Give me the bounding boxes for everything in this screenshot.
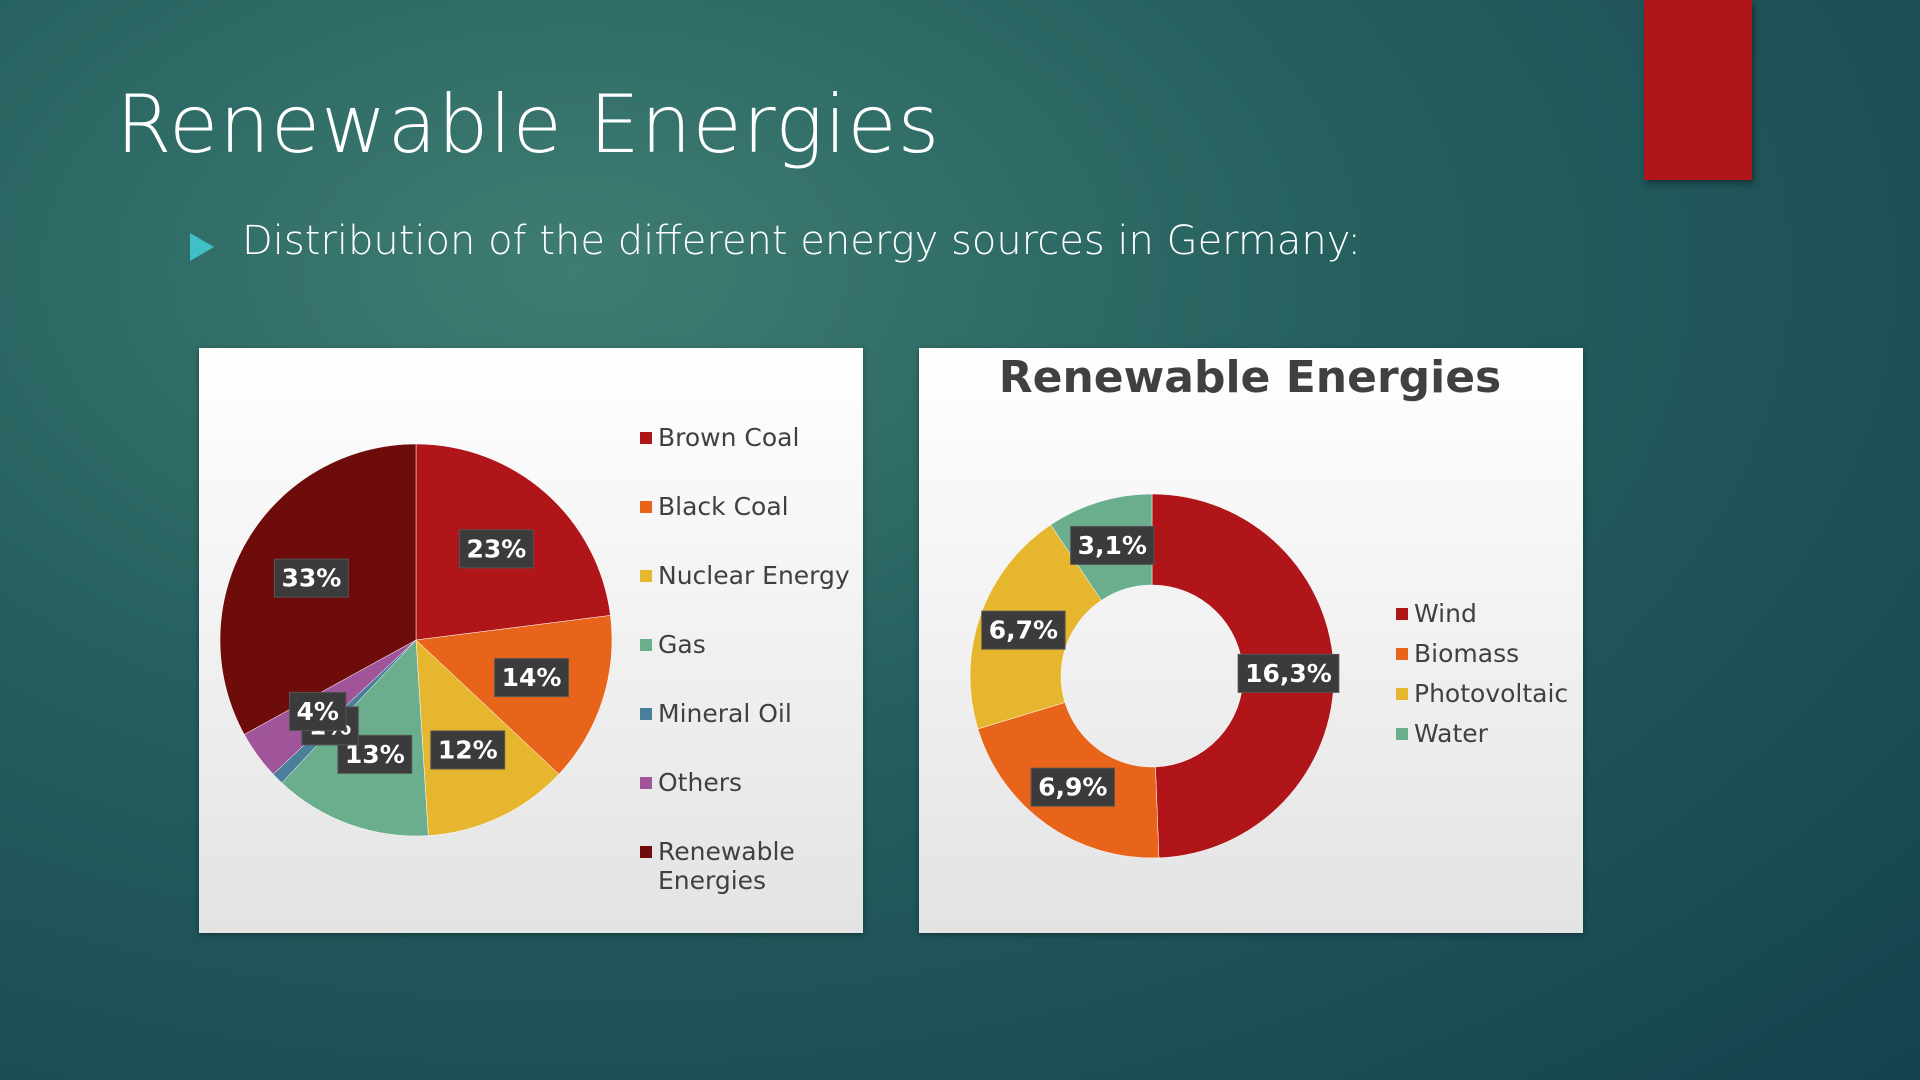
data-label-box — [430, 730, 506, 770]
legend-label: Water — [1414, 719, 1488, 748]
data-label-box — [288, 691, 347, 731]
data-label-group: 13% — [337, 734, 413, 774]
legend-swatch — [640, 501, 652, 513]
legend-item: Others — [640, 768, 850, 797]
legend-item: Nuclear Energy — [640, 561, 850, 590]
accent-tab — [1644, 0, 1752, 180]
data-label: 23% — [466, 534, 526, 563]
data-label: 33% — [281, 564, 341, 593]
data-label-box — [494, 658, 569, 698]
legend-swatch — [1396, 608, 1408, 620]
legend-swatch — [1396, 728, 1408, 740]
data-label: 3,1% — [1078, 531, 1147, 560]
data-label: 12% — [438, 735, 498, 764]
slide-title: Renewable Energies — [116, 78, 941, 171]
data-label-group: 6,7% — [981, 610, 1066, 650]
data-label: 16,3% — [1245, 659, 1332, 688]
data-label-group: 4% — [288, 691, 347, 731]
legend-item: Wind — [1396, 599, 1596, 628]
legend-label: Biomass — [1414, 639, 1520, 668]
legend-item: Renewable Energies — [640, 837, 850, 895]
legend-swatch — [640, 777, 652, 789]
data-label: 14% — [502, 663, 562, 692]
legend-label: Nuclear Energy — [658, 561, 850, 590]
legend-item: Brown Coal — [640, 423, 850, 452]
data-label-group: 12% — [430, 730, 506, 770]
legend-label: Black Coal — [658, 492, 789, 521]
donut-slice — [1151, 493, 1335, 859]
data-label-box — [273, 558, 349, 598]
chart-title: Renewable Energies — [999, 352, 1502, 403]
data-label-group: 23% — [458, 529, 534, 569]
data-label-group: 33% — [273, 558, 349, 598]
legend-item: Gas — [640, 630, 850, 659]
data-label-group: 14% — [494, 658, 569, 698]
legend-swatch — [1396, 648, 1408, 660]
data-label-group: 6,9% — [1030, 767, 1115, 807]
legend-swatch — [640, 570, 652, 582]
data-label-box — [458, 529, 534, 569]
data-label: 4% — [296, 697, 338, 726]
data-label-box — [981, 610, 1066, 650]
legend-label: Wind — [1414, 599, 1477, 628]
legend-swatch — [640, 708, 652, 720]
legend-swatch — [640, 846, 652, 858]
legend-item: Mineral Oil — [640, 699, 850, 728]
data-label-group: 16,3% — [1237, 653, 1340, 693]
data-label-box — [1070, 525, 1155, 565]
legend-label: Mineral Oil — [658, 699, 792, 728]
data-label-box — [1030, 767, 1115, 807]
legend-label: Renewable Energies — [658, 837, 795, 895]
data-label-box — [1237, 653, 1340, 693]
bullet-arrow — [190, 233, 214, 261]
legend-swatch — [1396, 688, 1408, 700]
legend-label: Others — [658, 768, 743, 797]
data-label-group: 3,1% — [1070, 525, 1155, 565]
legend-label: Photovoltaic — [1414, 679, 1569, 708]
legend-swatch — [640, 432, 652, 444]
legend-label: Brown Coal — [658, 423, 800, 452]
legend-item: Water — [1396, 719, 1596, 748]
bullet-text: Distribution of the different energy sou… — [242, 218, 1361, 264]
legend-item: Photovoltaic — [1396, 679, 1596, 708]
data-label: 6,7% — [989, 616, 1058, 645]
legend-label: Gas — [658, 630, 706, 659]
data-label: 6,9% — [1038, 773, 1107, 802]
legend-item: Black Coal — [640, 492, 850, 521]
legend-swatch — [640, 639, 652, 651]
legend-item: Biomass — [1396, 639, 1596, 668]
